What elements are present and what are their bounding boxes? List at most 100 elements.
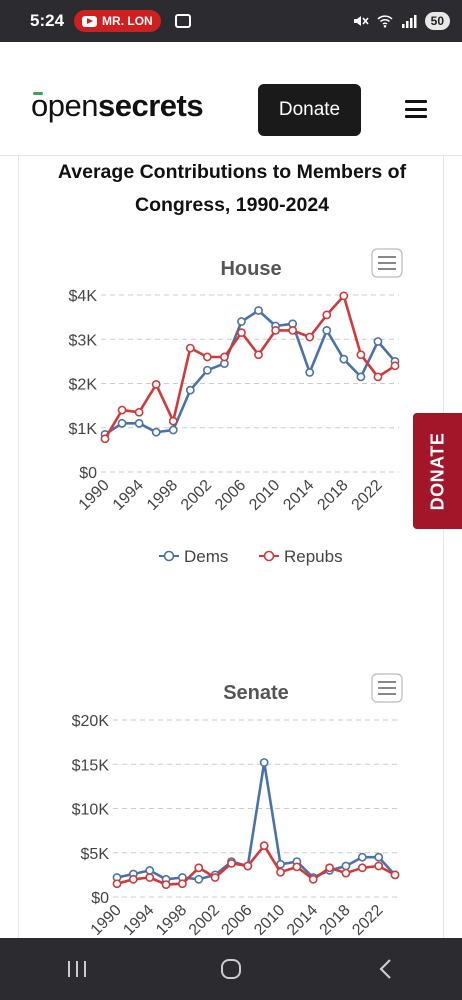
- house-series-dems-point: [117, 418, 127, 428]
- house-series-repubs-point: [202, 352, 212, 362]
- senate-y-tick-label: $0: [91, 890, 109, 907]
- house-series-repubs-point: [356, 350, 366, 360]
- site-header: opensecrets Donate: [0, 42, 462, 156]
- house-series-repubs-point: [254, 350, 263, 360]
- senate-x-tick-label: 2006: [218, 902, 255, 938]
- house-series-repubs-point: [237, 328, 246, 338]
- house-chart: House$0$1K$2K$3K$4K199019941998200220062…: [69, 248, 403, 566]
- opensecrets-logo[interactable]: opensecrets: [31, 88, 204, 124]
- senate-x-tick-label: 2002: [186, 902, 223, 938]
- status-time: 5:24: [30, 11, 65, 30]
- house-series-dems-point: [134, 418, 144, 428]
- senate-series-dems-line: [116, 761, 396, 881]
- house-series-repubs-point: [271, 326, 280, 335]
- home-icon[interactable]: [211, 949, 251, 989]
- senate-series-repubs-point: [243, 861, 253, 871]
- side-donate-label: DONATE: [427, 432, 448, 510]
- hamburger-icon[interactable]: [405, 100, 427, 118]
- youtube-pill-label: MR. LON: [102, 14, 153, 28]
- senate-y-tick-label: $10K: [72, 802, 110, 819]
- chart-menu-icon[interactable]: [371, 248, 403, 278]
- senate-x-tick-label: 2022: [349, 902, 386, 938]
- wifi-icon: [377, 15, 393, 28]
- house-legend: Dems Repubs: [159, 547, 343, 566]
- senate-x-tick-label: 1998: [153, 902, 190, 938]
- legend-label-repubs: Repubs: [284, 547, 343, 566]
- house-x-tick-label: 2014: [280, 477, 317, 514]
- chart-menu-icon[interactable]: [371, 673, 403, 703]
- side-donate-tab[interactable]: DONATE: [413, 413, 462, 529]
- house-series-repubs-line: [103, 294, 396, 440]
- house-series-repubs-point: [185, 343, 195, 353]
- status-right: 50: [353, 12, 450, 30]
- senate-series-repubs-point: [276, 867, 285, 877]
- house-series-dems-point: [322, 326, 332, 335]
- senate-y-tick-label: $20K: [72, 713, 110, 730]
- senate-series-dems-point: [145, 866, 155, 875]
- senate-series-dems-point: [374, 852, 384, 862]
- senate-series-repubs-point: [357, 863, 367, 873]
- senate-x-tick-label: 2018: [317, 902, 354, 938]
- youtube-icon: [82, 15, 98, 27]
- logo-open-text: open: [31, 88, 98, 123]
- senate-series-repubs-point: [161, 880, 171, 890]
- senate-series-repubs-point: [112, 879, 122, 889]
- senate-series-repubs-point: [390, 870, 400, 880]
- screen-capture-icon: [174, 14, 191, 28]
- back-icon[interactable]: [365, 949, 405, 989]
- house-y-tick-label: $4K: [69, 288, 98, 305]
- signal-icon: [401, 15, 417, 28]
- house-x-tick-label: 1994: [110, 477, 147, 514]
- senate-series-dems-point: [259, 758, 269, 767]
- senate-series-repubs-point: [374, 861, 384, 871]
- senate-series-repubs-point: [128, 874, 138, 884]
- battery-level: 50: [424, 12, 450, 30]
- donate-button[interactable]: Donate: [258, 84, 361, 136]
- house-x-tick-label: 2022: [349, 477, 386, 514]
- house-series-repubs-point: [134, 407, 144, 417]
- house-series-dems-point: [185, 385, 195, 395]
- logo-secrets-text: secrets: [97, 88, 204, 123]
- android-nav-bar: [0, 938, 462, 1000]
- house-series-repubs-point: [390, 361, 400, 371]
- house-series-dems-point: [237, 317, 246, 326]
- youtube-pill[interactable]: MR. LON: [74, 10, 161, 32]
- house-series-dems-point: [202, 365, 212, 375]
- house-x-tick-label: 2018: [314, 477, 351, 514]
- house-series-repubs-point: [339, 291, 349, 301]
- house-series-dems-point: [356, 372, 366, 382]
- legend-label-dems: Dems: [184, 547, 228, 566]
- recent-apps-icon[interactable]: [57, 949, 97, 989]
- house-y-tick-label: $1K: [69, 421, 98, 438]
- house-series-repubs-point: [305, 332, 315, 342]
- house-series-dems-point: [373, 337, 383, 346]
- mute-icon: [353, 16, 369, 26]
- senate-series-repubs-point: [178, 879, 187, 889]
- senate-series-repubs-point: [194, 863, 204, 873]
- house-series-dems-point: [305, 368, 315, 377]
- house-series-dems-line: [104, 309, 396, 436]
- senate-series-dems-point: [357, 852, 367, 862]
- senate-x-tick-label: 2014: [284, 902, 321, 938]
- senate-series-repubs-point: [210, 873, 220, 882]
- senate-y-tick-label: $15K: [72, 757, 110, 774]
- house-y-tick-label: $0: [79, 465, 97, 482]
- senate-x-tick-label: 1994: [120, 902, 157, 938]
- house-series-dems-point: [254, 306, 263, 315]
- senate-x-tick-label: 2010: [251, 902, 288, 938]
- house-y-tick-label: $3K: [69, 332, 98, 349]
- house-chart-title: House: [220, 258, 281, 280]
- senate-series-dems-point: [341, 861, 351, 871]
- house-x-tick-label: 2002: [178, 477, 215, 514]
- status-bar: 5:24 MR. LON 50: [0, 0, 462, 42]
- house-x-tick-label: 1998: [144, 477, 181, 514]
- house-series-dems-point: [151, 427, 161, 437]
- house-series-repubs-point: [117, 405, 127, 415]
- house-series-repubs-point: [373, 372, 383, 382]
- legend-item-repubs[interactable]: Repubs: [259, 547, 343, 566]
- legend-item-dems[interactable]: Dems: [159, 547, 228, 566]
- senate-chart-title: Senate: [223, 682, 289, 704]
- house-series-repubs-point: [168, 416, 178, 426]
- house-series-repubs-point: [100, 434, 110, 444]
- house-series-dems-point: [339, 354, 349, 364]
